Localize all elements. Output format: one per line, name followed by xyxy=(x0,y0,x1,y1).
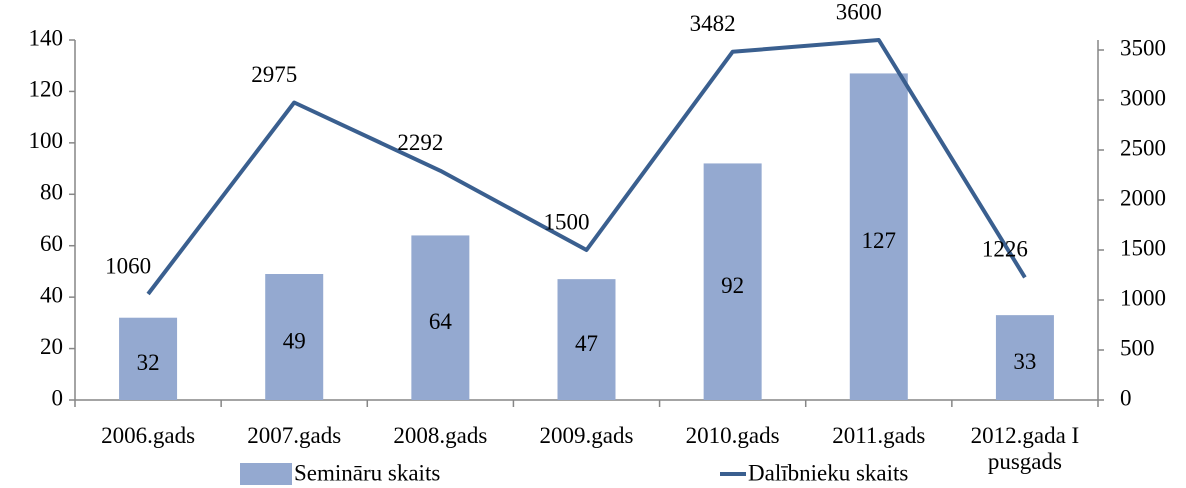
bar xyxy=(119,317,178,400)
bar xyxy=(411,235,470,400)
y-tick-label: 140 xyxy=(29,25,64,50)
bar xyxy=(995,315,1054,400)
bar xyxy=(557,279,616,400)
bar-value-label: 32 xyxy=(137,350,160,375)
bar xyxy=(849,73,908,400)
line-series xyxy=(146,38,1027,296)
line-value-label: 1226 xyxy=(982,237,1028,262)
line-value-label: 2975 xyxy=(251,62,297,87)
x-tick-label: 2012.gada I pusgads xyxy=(970,423,1080,474)
line-value-label: 2292 xyxy=(397,130,443,155)
bar-value-label: 49 xyxy=(283,328,306,353)
y-tick-label: 80 xyxy=(40,180,63,205)
bar xyxy=(265,274,324,400)
y-tick-label: 60 xyxy=(40,231,63,256)
x-tick-label: 2007.gads xyxy=(247,423,342,448)
bar-value-label: 33 xyxy=(1013,349,1036,374)
y2-tick-label: 2500 xyxy=(1120,135,1166,160)
line-value-label: 3482 xyxy=(690,11,736,36)
legend-label: Semināru skaits xyxy=(294,460,440,485)
x-tick-label: 2008.gads xyxy=(393,423,488,448)
bar-value-label: 92 xyxy=(721,273,744,298)
bar-value-label: 64 xyxy=(429,309,453,334)
line-value-label: 3600 xyxy=(836,0,882,24)
y2-tick-label: 3500 xyxy=(1120,35,1166,60)
x-tick-label: 2009.gads xyxy=(539,423,634,448)
line-value-label: 1060 xyxy=(105,253,151,278)
bar xyxy=(703,163,762,400)
y-tick-label: 0 xyxy=(52,385,64,410)
y-tick-label: 40 xyxy=(40,282,63,307)
x-tick-label: 2006.gads xyxy=(101,423,196,448)
y2-tick-label: 2000 xyxy=(1120,185,1166,210)
line-value-label: 1500 xyxy=(544,209,590,234)
x-tick-label: 2010.gads xyxy=(685,423,780,448)
y2-tick-label: 0 xyxy=(1120,385,1132,410)
y2-tick-label: 1000 xyxy=(1120,285,1166,310)
bar-value-label: 47 xyxy=(575,331,598,356)
y2-tick-label: 1500 xyxy=(1120,235,1166,260)
y-tick-label: 20 xyxy=(40,334,63,359)
y-tick-label: 100 xyxy=(29,128,64,153)
legend-label: Dalībnieku skaits xyxy=(748,460,908,485)
legend-swatch xyxy=(240,463,292,485)
y2-tick-label: 500 xyxy=(1120,335,1155,360)
bar-value-label: 127 xyxy=(862,228,897,253)
x-tick-label: 2011.gads xyxy=(832,423,926,448)
y-tick-label: 120 xyxy=(29,77,64,102)
y2-tick-label: 3000 xyxy=(1120,85,1166,110)
